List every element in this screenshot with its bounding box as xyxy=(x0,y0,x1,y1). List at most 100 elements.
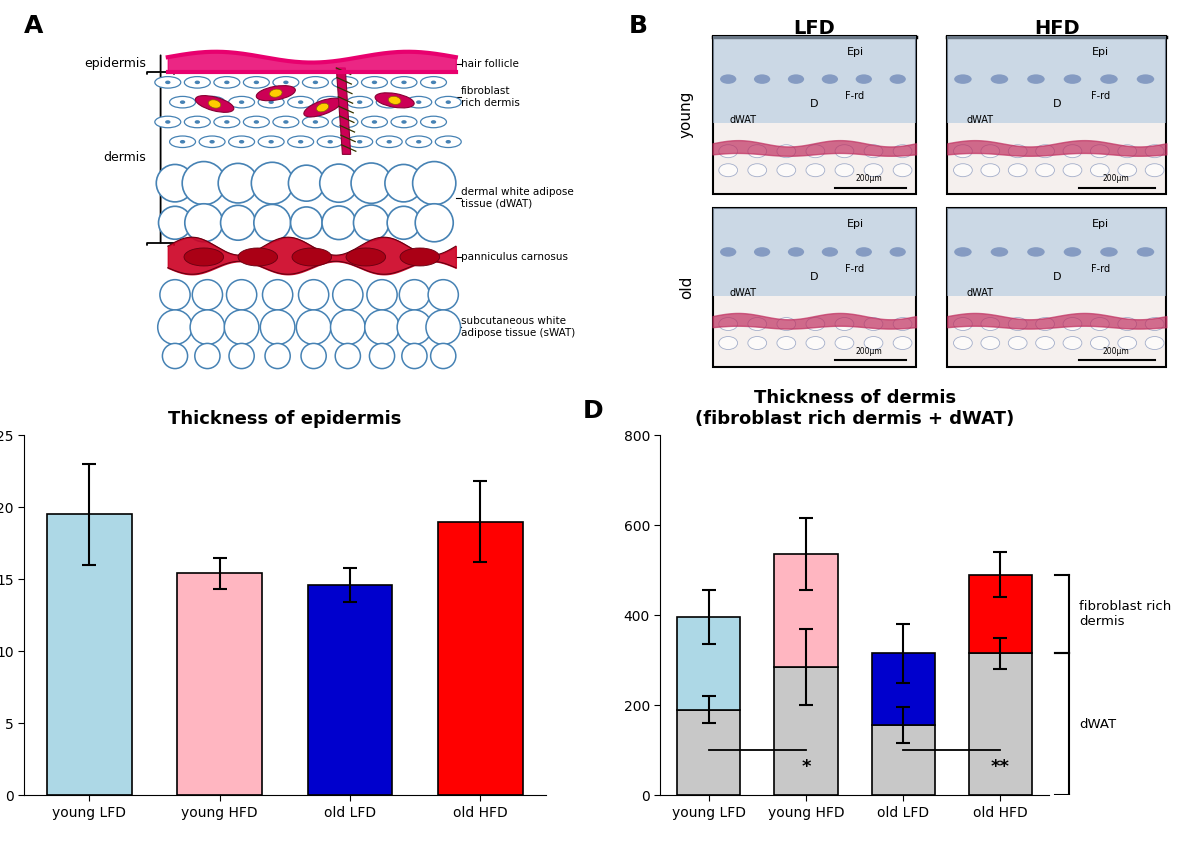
Ellipse shape xyxy=(317,136,343,147)
Ellipse shape xyxy=(304,98,341,117)
Ellipse shape xyxy=(372,120,377,124)
Text: old: old xyxy=(679,276,694,299)
Text: epidermis: epidermis xyxy=(84,58,146,70)
Text: D: D xyxy=(810,99,818,109)
Circle shape xyxy=(397,310,432,344)
Circle shape xyxy=(263,280,293,310)
Text: D: D xyxy=(810,272,818,282)
Text: 200μm: 200μm xyxy=(1103,174,1129,184)
Ellipse shape xyxy=(332,116,358,128)
Circle shape xyxy=(1008,145,1027,157)
Bar xyxy=(677,710,740,795)
Ellipse shape xyxy=(184,248,223,266)
Circle shape xyxy=(388,206,420,239)
Circle shape xyxy=(1008,164,1027,177)
Circle shape xyxy=(185,204,223,242)
Circle shape xyxy=(980,145,1000,157)
Circle shape xyxy=(954,164,972,177)
Ellipse shape xyxy=(356,140,362,144)
Circle shape xyxy=(806,145,824,157)
Circle shape xyxy=(1145,317,1164,331)
Circle shape xyxy=(835,164,854,177)
Circle shape xyxy=(1063,164,1082,177)
Circle shape xyxy=(1063,317,1082,331)
Circle shape xyxy=(160,280,190,310)
Circle shape xyxy=(385,164,422,202)
Ellipse shape xyxy=(391,116,416,128)
Ellipse shape xyxy=(720,247,737,256)
Bar xyxy=(677,618,740,710)
Text: dWAT: dWAT xyxy=(967,115,994,124)
Text: A: A xyxy=(24,14,43,38)
Ellipse shape xyxy=(283,80,288,84)
Text: panniculus carnosus: panniculus carnosus xyxy=(461,252,569,262)
Text: young: young xyxy=(679,91,694,139)
Circle shape xyxy=(1091,317,1109,331)
Bar xyxy=(947,36,1166,123)
Bar xyxy=(713,208,916,295)
Circle shape xyxy=(156,164,193,202)
Bar xyxy=(968,574,1032,653)
Circle shape xyxy=(322,206,355,239)
Ellipse shape xyxy=(214,116,240,128)
Ellipse shape xyxy=(257,85,295,101)
Bar xyxy=(307,585,392,795)
Ellipse shape xyxy=(298,140,304,144)
Circle shape xyxy=(400,280,430,310)
Ellipse shape xyxy=(269,140,274,144)
Ellipse shape xyxy=(431,80,437,84)
Ellipse shape xyxy=(1136,74,1154,84)
Ellipse shape xyxy=(436,96,461,108)
Circle shape xyxy=(1118,337,1136,349)
Ellipse shape xyxy=(954,74,972,84)
Circle shape xyxy=(719,317,738,331)
Bar xyxy=(947,36,1166,194)
Ellipse shape xyxy=(258,96,284,108)
Ellipse shape xyxy=(209,140,215,144)
Ellipse shape xyxy=(420,116,446,128)
Circle shape xyxy=(415,204,454,242)
Text: dWAT: dWAT xyxy=(1080,718,1116,731)
Circle shape xyxy=(354,205,389,240)
Ellipse shape xyxy=(214,77,240,88)
Circle shape xyxy=(864,317,883,331)
Text: F-rd: F-rd xyxy=(845,264,864,274)
Ellipse shape xyxy=(302,116,329,128)
Ellipse shape xyxy=(253,120,259,124)
Ellipse shape xyxy=(288,96,313,108)
Text: F-rd: F-rd xyxy=(1091,264,1110,274)
Ellipse shape xyxy=(180,101,185,104)
Bar xyxy=(871,653,935,726)
Ellipse shape xyxy=(166,120,170,124)
Circle shape xyxy=(431,343,456,369)
Circle shape xyxy=(1036,337,1055,349)
Text: B: B xyxy=(629,14,648,38)
Circle shape xyxy=(224,310,259,344)
Ellipse shape xyxy=(155,116,181,128)
Text: dWAT: dWAT xyxy=(730,288,756,298)
Circle shape xyxy=(1145,145,1164,157)
Circle shape xyxy=(288,165,324,201)
Circle shape xyxy=(1036,145,1055,157)
Ellipse shape xyxy=(347,96,373,108)
Ellipse shape xyxy=(292,248,331,266)
Ellipse shape xyxy=(272,77,299,88)
Ellipse shape xyxy=(328,101,332,104)
Circle shape xyxy=(1145,337,1164,349)
Ellipse shape xyxy=(272,116,299,128)
Ellipse shape xyxy=(389,96,401,104)
Circle shape xyxy=(332,280,362,310)
Ellipse shape xyxy=(347,136,373,147)
Ellipse shape xyxy=(317,103,329,112)
Ellipse shape xyxy=(361,77,388,88)
Ellipse shape xyxy=(372,80,377,84)
Ellipse shape xyxy=(720,74,737,84)
Circle shape xyxy=(221,206,256,240)
Ellipse shape xyxy=(889,247,906,256)
Circle shape xyxy=(229,343,254,369)
Ellipse shape xyxy=(169,96,196,108)
Circle shape xyxy=(1091,164,1109,177)
Ellipse shape xyxy=(391,77,416,88)
Circle shape xyxy=(835,317,854,331)
Ellipse shape xyxy=(1027,74,1045,84)
